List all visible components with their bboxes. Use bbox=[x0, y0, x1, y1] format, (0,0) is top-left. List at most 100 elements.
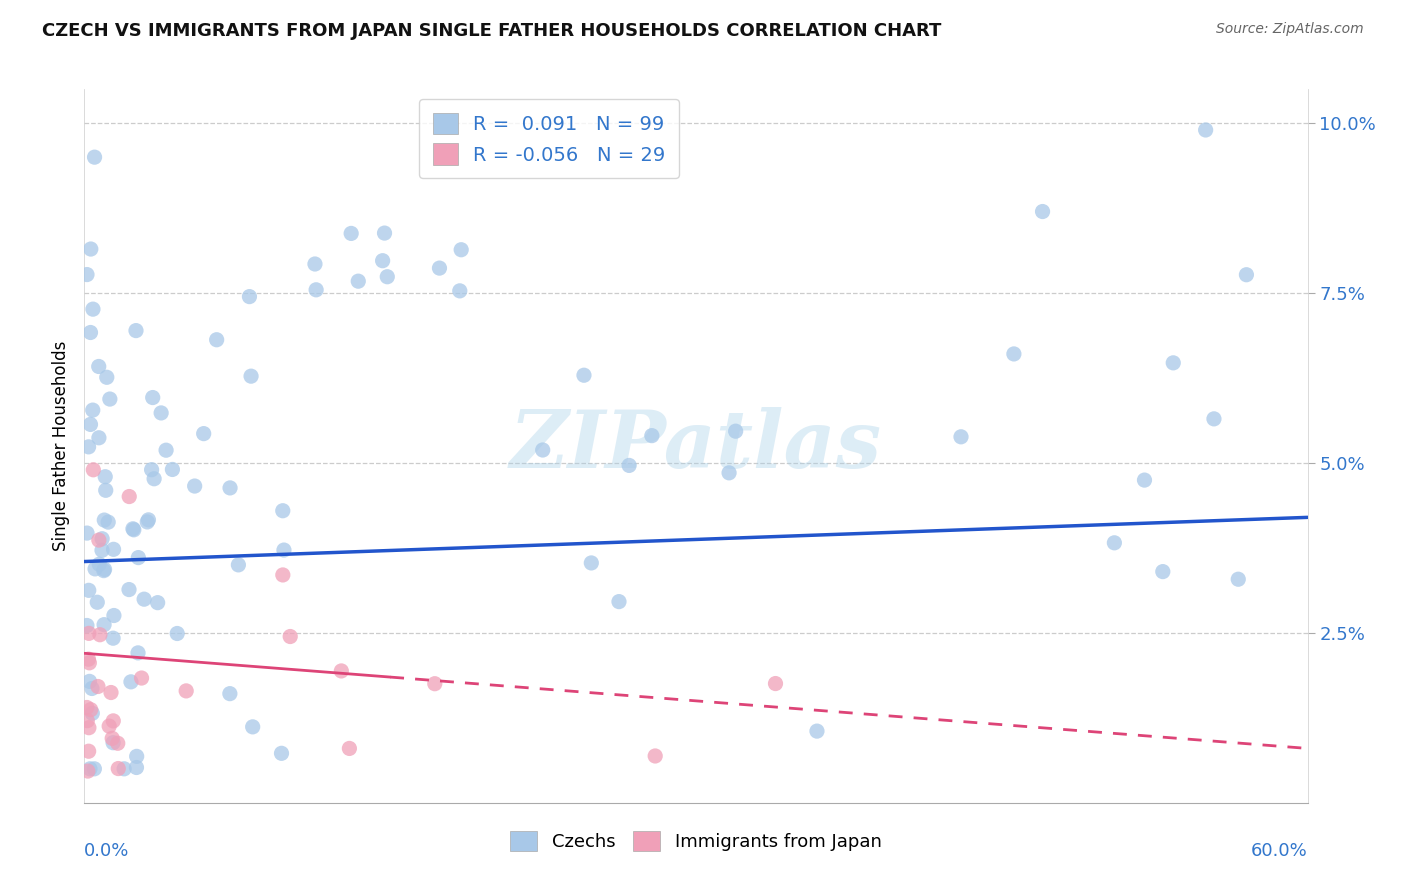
Point bbox=[1104, 536, 1126, 550]
Point bbox=[375, 269, 398, 284]
Point bbox=[77, 744, 100, 758]
Point bbox=[136, 515, 159, 529]
Point bbox=[641, 428, 664, 442]
Point bbox=[1236, 268, 1258, 282]
Text: 0.0%: 0.0% bbox=[84, 842, 129, 860]
Point bbox=[765, 676, 787, 690]
Point bbox=[77, 583, 100, 598]
Point bbox=[150, 406, 173, 420]
Point bbox=[76, 714, 98, 728]
Point bbox=[238, 290, 260, 304]
Point bbox=[347, 274, 370, 288]
Point bbox=[146, 596, 169, 610]
Point bbox=[127, 550, 149, 565]
Point bbox=[373, 226, 395, 240]
Point bbox=[96, 370, 118, 384]
Point bbox=[76, 526, 98, 541]
Point bbox=[1002, 347, 1025, 361]
Point bbox=[572, 368, 595, 383]
Point bbox=[718, 466, 741, 480]
Point bbox=[79, 674, 101, 689]
Point bbox=[76, 268, 98, 282]
Point bbox=[77, 721, 100, 735]
Point bbox=[91, 532, 114, 546]
Point bbox=[617, 458, 640, 473]
Point bbox=[93, 564, 115, 578]
Point bbox=[371, 253, 394, 268]
Point bbox=[77, 440, 100, 454]
Point bbox=[218, 687, 240, 701]
Point bbox=[134, 592, 156, 607]
Point bbox=[76, 618, 98, 632]
Point bbox=[82, 302, 104, 317]
Point bbox=[1032, 204, 1054, 219]
Point bbox=[94, 469, 117, 483]
Point bbox=[1152, 565, 1174, 579]
Point bbox=[305, 283, 328, 297]
Point bbox=[91, 543, 114, 558]
Point bbox=[271, 504, 294, 518]
Text: CZECH VS IMMIGRANTS FROM JAPAN SINGLE FATHER HOUSEHOLDS CORRELATION CHART: CZECH VS IMMIGRANTS FROM JAPAN SINGLE FA… bbox=[42, 22, 942, 40]
Point bbox=[87, 359, 110, 374]
Point bbox=[84, 562, 107, 576]
Point bbox=[80, 242, 103, 256]
Point bbox=[86, 595, 108, 609]
Text: Source: ZipAtlas.com: Source: ZipAtlas.com bbox=[1216, 22, 1364, 37]
Point bbox=[142, 391, 165, 405]
Point bbox=[141, 463, 163, 477]
Point bbox=[950, 430, 973, 444]
Point bbox=[278, 630, 301, 644]
Point bbox=[122, 523, 145, 537]
Point bbox=[449, 284, 471, 298]
Text: ZIPatlas: ZIPatlas bbox=[510, 408, 882, 484]
Point bbox=[82, 403, 104, 417]
Point bbox=[166, 626, 188, 640]
Point bbox=[79, 762, 101, 776]
Point bbox=[1227, 572, 1250, 586]
Y-axis label: Single Father Households: Single Father Households bbox=[52, 341, 70, 551]
Point bbox=[242, 720, 264, 734]
Point bbox=[87, 680, 110, 694]
Point bbox=[100, 685, 122, 699]
Point bbox=[98, 392, 121, 406]
Point bbox=[183, 479, 205, 493]
Point bbox=[330, 664, 353, 678]
Point bbox=[76, 764, 98, 778]
Point bbox=[87, 533, 110, 547]
Point bbox=[82, 706, 104, 721]
Point bbox=[93, 513, 115, 527]
Point bbox=[644, 749, 666, 764]
Point bbox=[423, 676, 446, 690]
Point bbox=[273, 543, 295, 558]
Point bbox=[83, 762, 105, 776]
Point bbox=[101, 631, 124, 645]
Point bbox=[143, 472, 166, 486]
Point bbox=[806, 724, 828, 739]
Point bbox=[1202, 412, 1225, 426]
Point bbox=[228, 558, 250, 572]
Point bbox=[304, 257, 326, 271]
Point bbox=[531, 442, 554, 457]
Point bbox=[155, 443, 177, 458]
Point bbox=[340, 227, 363, 241]
Point bbox=[125, 324, 148, 338]
Point bbox=[83, 150, 105, 164]
Point bbox=[1195, 123, 1218, 137]
Point bbox=[240, 369, 263, 384]
Point bbox=[79, 656, 101, 670]
Point bbox=[120, 674, 142, 689]
Legend: R =  0.091   N = 99, R = -0.056   N = 29: R = 0.091 N = 99, R = -0.056 N = 29 bbox=[419, 99, 679, 178]
Point bbox=[138, 513, 160, 527]
Point bbox=[107, 762, 129, 776]
Point bbox=[79, 417, 101, 432]
Point bbox=[118, 490, 141, 504]
Point bbox=[107, 736, 129, 750]
Point bbox=[450, 243, 472, 257]
Point bbox=[127, 646, 149, 660]
Point bbox=[101, 731, 124, 746]
Point bbox=[118, 582, 141, 597]
Point bbox=[271, 568, 294, 582]
Point bbox=[219, 481, 242, 495]
Point bbox=[270, 747, 292, 761]
Point bbox=[162, 462, 184, 476]
